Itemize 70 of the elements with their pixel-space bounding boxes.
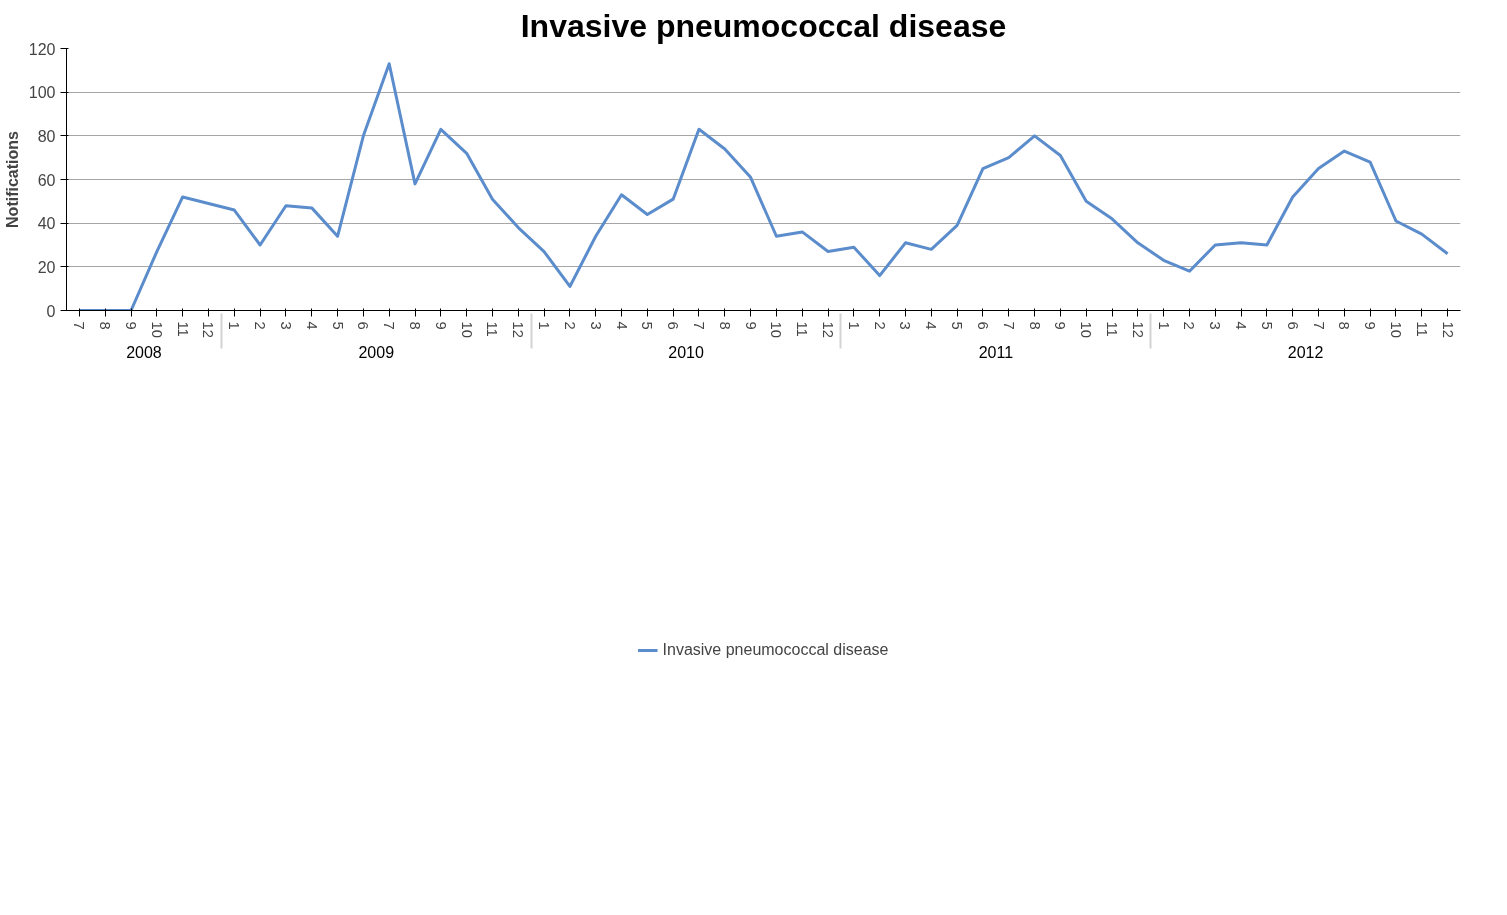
x-tick-label: 1	[845, 321, 862, 330]
x-tick-label: 2	[252, 321, 269, 330]
x-tick-label: 10	[148, 321, 165, 338]
y-axis-title: Notifications	[3, 130, 21, 228]
x-tick-label: 11	[174, 321, 191, 337]
x-tick-label: 12	[200, 321, 217, 338]
text: 2012	[1287, 343, 1324, 361]
x-tick-label: 4	[303, 321, 320, 330]
line-series	[77, 62, 1450, 311]
x-tick-label: 10	[1078, 321, 1095, 338]
x-tick-label: 9	[432, 321, 449, 330]
text: 2009	[358, 343, 395, 361]
y-tick-label: 100	[28, 84, 56, 102]
x-tick-label: 3	[1207, 321, 1224, 330]
x-tick-label: 1	[226, 321, 243, 330]
x-tick-label: 11	[484, 321, 501, 337]
y-tick-label: 60	[37, 171, 56, 189]
x-tick-label: 7	[1000, 321, 1017, 330]
y-tick-label: 80	[37, 127, 56, 145]
x-tick-label: 7	[690, 321, 707, 330]
x-tick-label: 5	[949, 321, 966, 330]
x-tick-label: 7	[1310, 321, 1327, 330]
x-tick-label: 11	[1413, 321, 1430, 337]
text: 2010	[668, 343, 704, 361]
x-tick-label: 12	[510, 321, 527, 338]
x-tick-label: 10	[1387, 321, 1404, 338]
chart-title: Invasive pneumococcal disease	[520, 7, 1007, 44]
x-tick-label: 8	[97, 321, 114, 330]
x-tick-label: 6	[1284, 321, 1301, 330]
y-tick-label: 120	[28, 40, 56, 58]
x-tick-label: 8	[407, 321, 423, 330]
x-tick-label: 4	[923, 321, 940, 330]
x-tick-label: 3	[897, 321, 914, 330]
x-tick-label: 10	[458, 321, 475, 338]
x-tick-label: 2	[871, 321, 888, 330]
x-tick-label: 5	[1258, 321, 1275, 330]
x-tick-label: 11	[1104, 321, 1120, 337]
x-tick-label: 3	[277, 321, 294, 330]
x-tick-label: 12	[1129, 321, 1146, 338]
x-tick-label: 2	[1181, 321, 1198, 330]
x-tick-label: 2	[561, 321, 578, 330]
x-tick-label: 7	[381, 321, 398, 330]
x-tick-label: 9	[742, 321, 759, 330]
x-tick-label: 8	[1026, 321, 1043, 330]
y-tick-label: 0	[46, 302, 56, 320]
x-tick-label: 9	[1362, 321, 1379, 330]
x-tick-label: 8	[1336, 321, 1353, 330]
x-tick-label: 1	[1155, 321, 1172, 330]
x-tick-label: 6	[974, 321, 991, 330]
x-tick-label: 9	[1052, 321, 1069, 330]
x-tick-label: 9	[123, 321, 140, 330]
x-tick-label: 5	[329, 321, 346, 330]
y-tick-label: 40	[37, 215, 56, 233]
x-tick-label: 4	[1233, 321, 1250, 330]
x-tick-label: 11	[794, 321, 811, 337]
text: 2011	[978, 343, 1014, 361]
x-tick-label: 12	[820, 321, 837, 338]
x-tick-label: 4	[613, 321, 630, 330]
x-tick-label: 5	[639, 321, 656, 330]
x-tick-label: 7	[71, 321, 88, 330]
y-tick-label: 20	[37, 258, 56, 276]
x-tick-label: 6	[665, 321, 682, 330]
x-tick-label: 1	[536, 321, 553, 330]
x-tick-label: 8	[716, 321, 733, 330]
x-tick-label: 12	[1439, 321, 1456, 338]
text: 2008	[126, 343, 162, 361]
legend-label: Invasive pneumococcal disease	[662, 641, 889, 659]
x-tick-label: 6	[355, 321, 372, 330]
x-tick-label: 10	[768, 321, 785, 338]
x-tick-label: 3	[587, 321, 604, 330]
